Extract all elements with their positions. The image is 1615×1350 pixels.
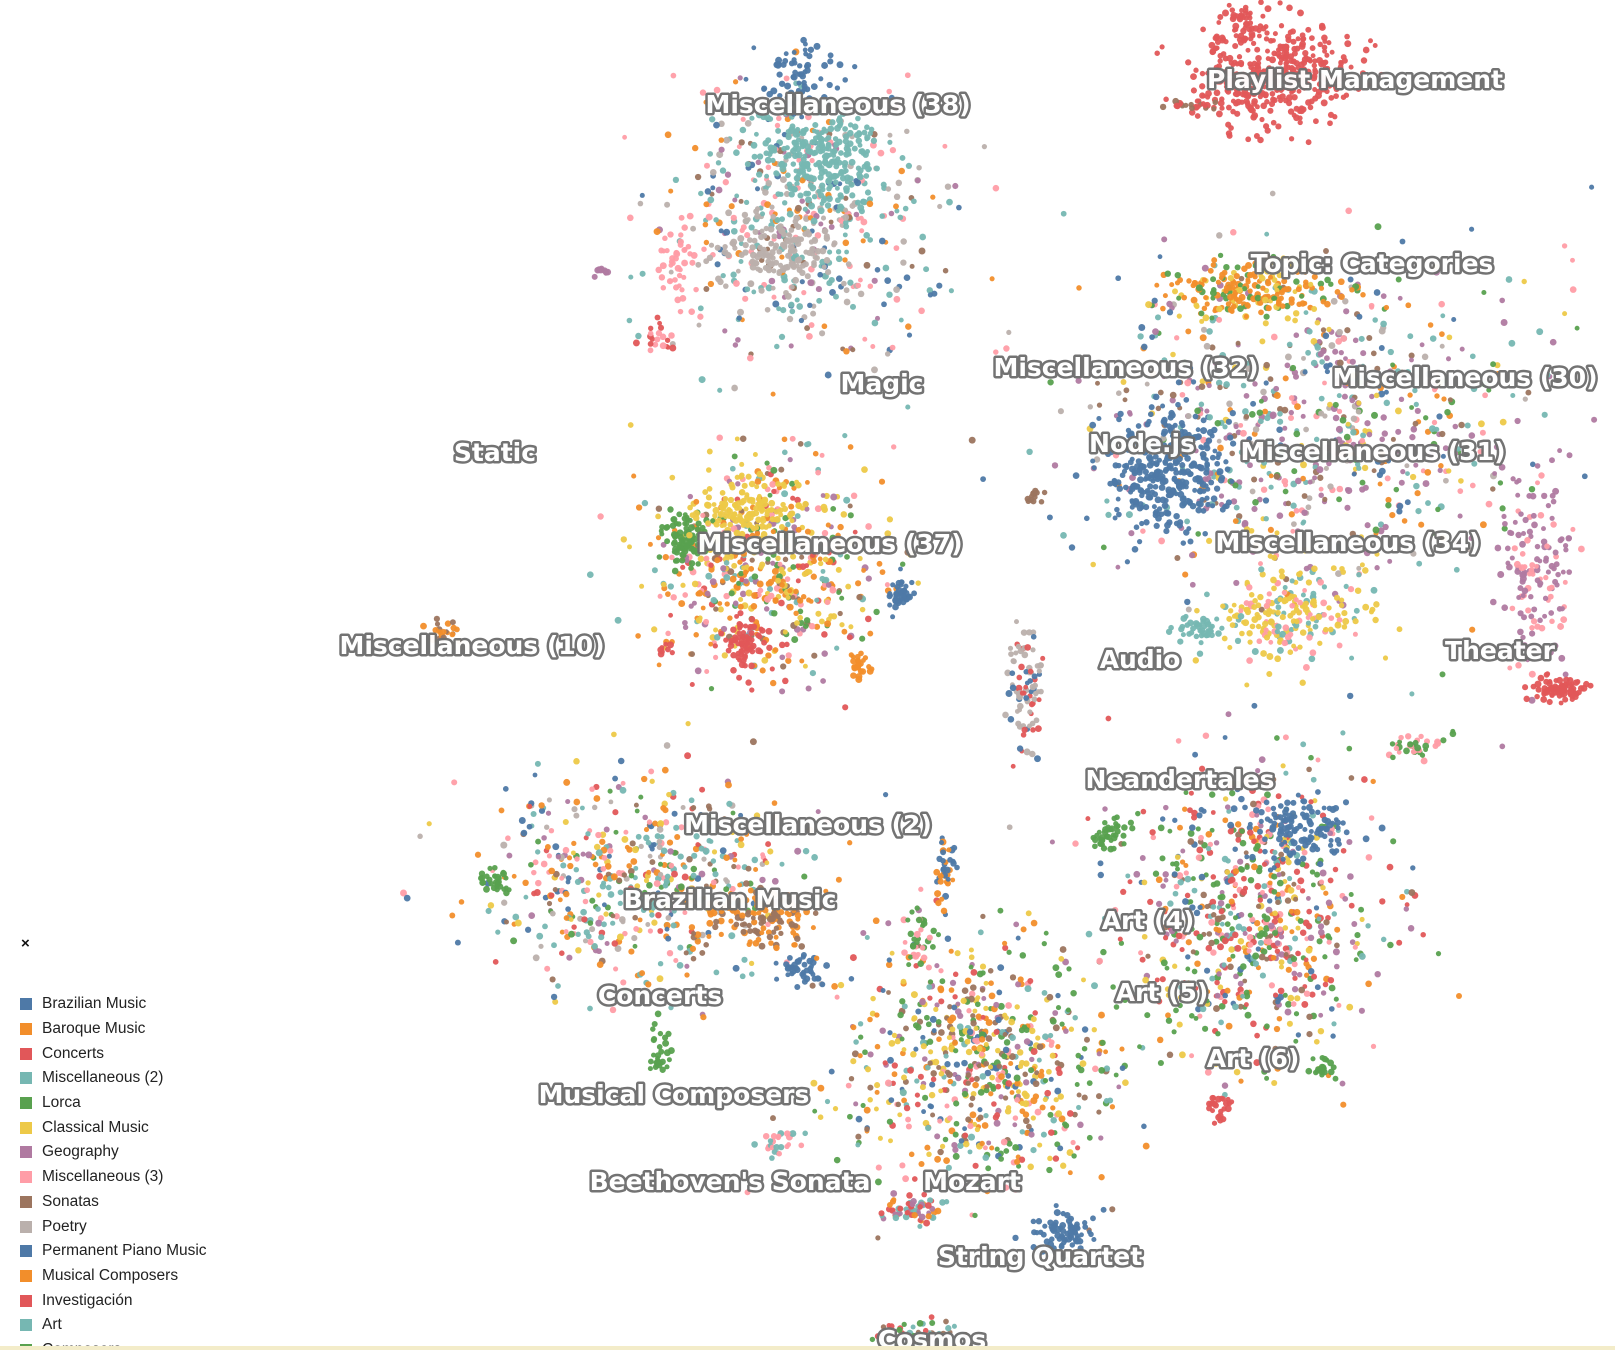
legend-item-label: Permanent Piano Music [42, 1242, 207, 1260]
legend-swatch [20, 1269, 32, 1282]
cluster-label[interactable]: Neandertales [1083, 763, 1277, 797]
legend-item[interactable]: Sonatas [18, 1190, 207, 1215]
legend-item[interactable]: Lorca [18, 1091, 207, 1116]
points-layer [400, 0, 1598, 1348]
bottom-divider [0, 1346, 1615, 1350]
legend-item-label: Miscellaneous (3) [42, 1168, 164, 1186]
legend-swatch [20, 1023, 32, 1036]
legend-item[interactable]: Brazilian Music [18, 992, 207, 1017]
legend-item[interactable]: Miscellaneous (3) [18, 1165, 207, 1190]
legend-item[interactable]: Classical Music [18, 1115, 207, 1140]
legend-item[interactable]: Concerts [18, 1041, 207, 1066]
legend-swatch [20, 1097, 32, 1110]
cluster-label[interactable]: Miscellaneous (30) [1330, 361, 1600, 395]
cluster-label[interactable]: Magic [838, 367, 926, 401]
cluster-label[interactable]: Art (6) [1204, 1042, 1302, 1076]
legend-item[interactable]: Poetry [18, 1214, 207, 1239]
cluster-label[interactable]: Miscellaneous (38) [703, 88, 973, 122]
cluster-label[interactable]: Theater [1443, 634, 1559, 668]
legend-item[interactable]: Miscellaneous (2) [18, 1066, 207, 1091]
legend-item-label: Baroque Music [42, 1020, 146, 1038]
close-icon[interactable]: × [21, 935, 30, 952]
cluster-label[interactable]: Miscellaneous (34) [1213, 526, 1483, 560]
legend-item[interactable]: Investigación [18, 1288, 207, 1313]
cluster-label[interactable]: Mozart [921, 1165, 1024, 1199]
legend-item-label: Sonatas [42, 1192, 99, 1210]
cluster-label[interactable]: Miscellaneous (31) [1238, 435, 1508, 469]
legend-swatch [20, 1195, 32, 1208]
cluster-label[interactable]: Node.js [1087, 427, 1198, 461]
cluster-label[interactable]: Brazilian Music [621, 883, 839, 917]
legend-item[interactable]: Permanent Piano Music [18, 1239, 207, 1264]
cluster-label[interactable]: Topic: Categories [1248, 247, 1496, 281]
cluster-label[interactable]: Static [451, 436, 538, 470]
legend-swatch [20, 1121, 32, 1134]
cluster-label[interactable]: Playlist Management [1205, 63, 1506, 97]
legend-list: Brazilian Music Baroque Music Concerts Misc… [18, 992, 207, 1350]
legend-item[interactable]: Baroque Music [18, 1017, 207, 1042]
legend-item[interactable]: Geography [18, 1140, 207, 1165]
cluster-label[interactable]: Beethoven's Sonata [587, 1165, 873, 1199]
cluster-label[interactable]: Cosmos [875, 1323, 989, 1350]
legend-swatch [20, 1072, 32, 1085]
legend-swatch [20, 1319, 32, 1332]
cluster-label[interactable]: Miscellaneous (2) [682, 808, 935, 842]
cluster-label[interactable]: Miscellaneous (32) [991, 351, 1261, 385]
legend-item[interactable]: Musical Composers [18, 1264, 207, 1289]
cluster-label[interactable]: Miscellaneous (37) [695, 527, 965, 561]
legend-panel: × Brazilian Music Baroque Music Concerts Mi… [18, 930, 278, 1350]
legend-swatch [20, 1294, 32, 1307]
legend-swatch [20, 1146, 32, 1159]
legend-item[interactable]: Art [18, 1313, 207, 1338]
cluster-label[interactable]: Miscellaneous (10) [337, 629, 607, 663]
cluster-label[interactable]: String Quartet [935, 1240, 1144, 1274]
legend-item-label: Classical Music [42, 1118, 149, 1136]
legend-swatch [20, 998, 32, 1011]
cluster-label[interactable]: Art (5) [1113, 976, 1211, 1010]
legend-item-label: Investigación [42, 1291, 133, 1309]
legend-swatch [20, 1245, 32, 1258]
cluster-label[interactable]: Audio [1097, 643, 1183, 677]
cluster-label[interactable]: Musical Composers [536, 1078, 812, 1112]
legend-item-label: Brazilian Music [42, 995, 147, 1013]
legend-item-label: Concerts [42, 1044, 105, 1062]
legend-item-label: Musical Composers [42, 1266, 179, 1284]
legend-item-label: Poetry [42, 1217, 87, 1235]
legend-swatch [20, 1220, 32, 1233]
legend-item-label: Composers [42, 1341, 121, 1350]
legend-item-label: Art [42, 1316, 62, 1334]
legend-item-label: Lorca [42, 1094, 81, 1112]
legend-item-label: Geography [42, 1143, 119, 1161]
labels-layer: Playlist Management Miscellaneous (38) Mag… [337, 63, 1600, 1350]
legend-swatch [20, 1171, 32, 1184]
cluster-label[interactable]: Concerts [595, 979, 724, 1013]
legend-item-label: Miscellaneous (2) [42, 1069, 164, 1087]
legend-swatch [20, 1047, 32, 1060]
cluster-label[interactable]: Art (4) [1099, 904, 1197, 938]
